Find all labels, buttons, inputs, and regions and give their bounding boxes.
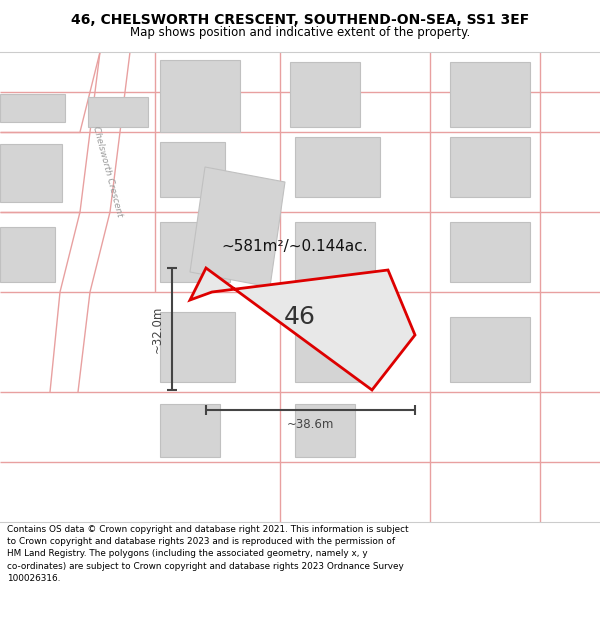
Polygon shape xyxy=(290,62,360,127)
Polygon shape xyxy=(0,227,55,282)
Polygon shape xyxy=(450,317,530,382)
Text: Map shows position and indicative extent of the property.: Map shows position and indicative extent… xyxy=(130,26,470,39)
Polygon shape xyxy=(88,97,148,127)
Text: Chelsworth Crescent: Chelsworth Crescent xyxy=(92,126,124,218)
Text: ~32.0m: ~32.0m xyxy=(151,305,164,352)
Polygon shape xyxy=(160,312,235,382)
Polygon shape xyxy=(295,322,370,382)
Polygon shape xyxy=(0,144,62,202)
Polygon shape xyxy=(160,404,220,457)
Polygon shape xyxy=(450,137,530,197)
Polygon shape xyxy=(190,167,285,287)
Text: Contains OS data © Crown copyright and database right 2021. This information is : Contains OS data © Crown copyright and d… xyxy=(7,525,409,582)
Polygon shape xyxy=(450,222,530,282)
Polygon shape xyxy=(0,94,65,122)
Polygon shape xyxy=(160,222,230,282)
Text: ~38.6m: ~38.6m xyxy=(287,418,334,431)
Text: ~581m²/~0.144ac.: ~581m²/~0.144ac. xyxy=(221,239,368,254)
Polygon shape xyxy=(190,268,415,390)
Text: 46: 46 xyxy=(284,305,316,329)
Polygon shape xyxy=(295,222,375,282)
Polygon shape xyxy=(450,62,530,127)
Polygon shape xyxy=(295,137,380,197)
Text: 46, CHELSWORTH CRESCENT, SOUTHEND-ON-SEA, SS1 3EF: 46, CHELSWORTH CRESCENT, SOUTHEND-ON-SEA… xyxy=(71,13,529,27)
Polygon shape xyxy=(160,142,225,197)
Polygon shape xyxy=(295,404,355,457)
Polygon shape xyxy=(160,60,240,132)
